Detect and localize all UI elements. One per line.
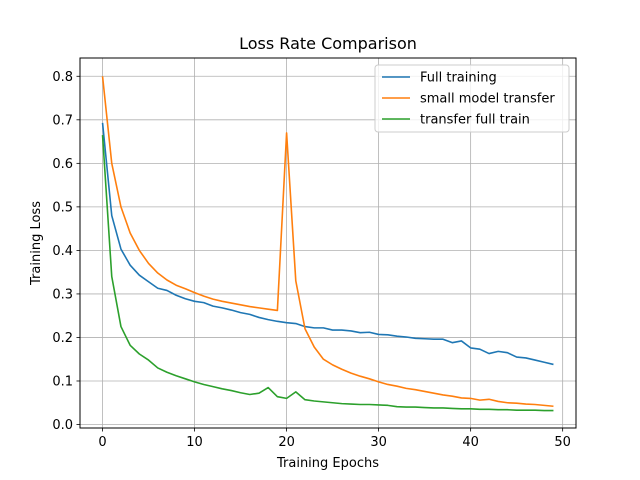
y-axis-label: Training Loss	[29, 201, 44, 286]
legend-label: Full training	[420, 71, 497, 86]
x-tick-label: 10	[186, 435, 203, 450]
x-tick-label: 0	[98, 435, 106, 450]
series-lines	[101, 76, 554, 412]
legend-label: small model transfer	[420, 92, 555, 107]
legend-box	[374, 64, 570, 133]
x-tick-label: 20	[278, 435, 295, 450]
x-tick-label: 30	[370, 435, 387, 450]
y-tick-label: 0.6	[52, 157, 73, 172]
x-axis-label: Training Epochs	[276, 456, 379, 471]
y-tick-label: 0.3	[52, 287, 73, 302]
y-tick-label: 0.0	[52, 418, 73, 433]
chart-title: Loss Rate Comparison	[239, 34, 417, 53]
series-line-1	[101, 122, 554, 366]
y-tick-label: 0.1	[52, 374, 73, 389]
legend-label: transfer full train	[420, 113, 530, 128]
grid-lines	[80, 58, 576, 428]
plot-frame	[79, 57, 577, 429]
y-tick-label: 0.2	[52, 331, 73, 346]
y-tick-label: 0.7	[52, 113, 73, 128]
series-line-2	[101, 76, 554, 408]
series-line-3	[101, 134, 554, 412]
x-tick-label: 40	[462, 435, 479, 450]
y-tick-label: 0.4	[52, 244, 73, 259]
y-tick-label: 0.8	[52, 70, 73, 85]
axis-ticks: 0 10 20 30 40 50 0.0 0.1 0.2 0.3 0.4 0.5 0.6 0.7 0.8	[52, 70, 571, 450]
legend: Full training small model transfer transfe…	[374, 64, 570, 133]
x-tick-label: 50	[554, 435, 571, 450]
y-tick-label: 0.5	[52, 200, 73, 215]
